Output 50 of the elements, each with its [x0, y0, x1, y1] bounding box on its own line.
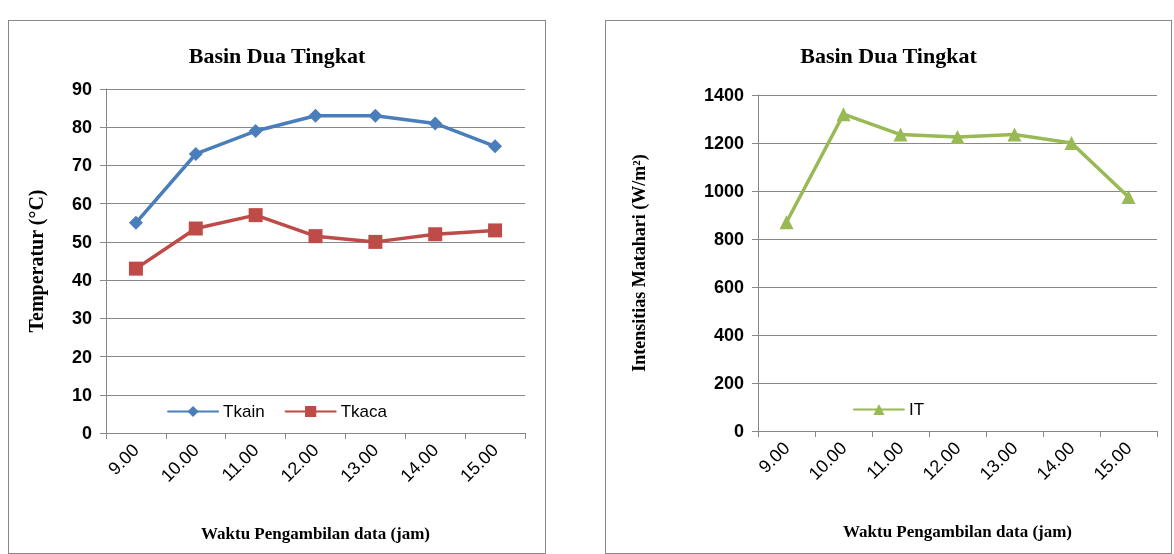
- y-tick-label: 90: [71, 79, 92, 99]
- y-tick-label: 20: [71, 346, 92, 367]
- y-axis-title: Temperatur (°C): [25, 189, 48, 333]
- x-axis-title: Waktu Pengambilan data (jam): [842, 522, 1073, 541]
- y-tick-label: 60: [71, 193, 92, 214]
- point: [248, 124, 263, 139]
- point: [836, 107, 851, 122]
- y-tick-label: 1200: [703, 133, 744, 153]
- x-tick-label: 9.00: [104, 439, 143, 479]
- point: [188, 146, 203, 161]
- point: [128, 261, 143, 276]
- y-tick-label: 40: [71, 270, 92, 291]
- y-tick-label: 30: [71, 308, 92, 329]
- y-tick-label: 200: [713, 373, 744, 393]
- y-tick-label: 70: [71, 155, 92, 176]
- point: [893, 127, 908, 142]
- y-tick-label: 80: [71, 117, 92, 138]
- point: [428, 227, 443, 242]
- y-tick-label: 800: [713, 229, 744, 249]
- point: [779, 215, 794, 230]
- point: [308, 229, 323, 244]
- point: [188, 221, 203, 236]
- x-axis-title: Waktu Pengambilan data (jam): [200, 524, 431, 543]
- y-tick-label: 10: [71, 384, 92, 405]
- y-tick-label: 50: [71, 231, 92, 252]
- y-tick-label: 400: [713, 325, 744, 345]
- point: [128, 215, 143, 230]
- legend-label: Tkaca: [340, 402, 388, 421]
- point: [248, 208, 263, 223]
- point: [488, 223, 503, 238]
- legend-label: IT: [908, 400, 925, 419]
- point: [950, 130, 965, 144]
- y-tick-label: 1400: [703, 85, 744, 105]
- y-axis-title: Intensitias Matahari (W/m²): [629, 154, 650, 372]
- x-tick-label: 9.00: [754, 437, 794, 477]
- point: [1121, 190, 1136, 204]
- y-tick-label: 0: [81, 423, 92, 443]
- point: [368, 108, 383, 123]
- y-tick-label: 1000: [703, 181, 744, 201]
- point: [308, 108, 323, 123]
- y-tick-label: 600: [713, 277, 744, 297]
- point: [1064, 136, 1079, 150]
- point: [428, 116, 443, 131]
- point: [1007, 127, 1022, 142]
- y-tick-label: 0: [733, 421, 744, 441]
- legend-label: Tkain: [223, 402, 265, 421]
- point: [368, 234, 383, 249]
- point: [488, 139, 503, 154]
- chart-title: Basin Dua Tingkat: [800, 42, 978, 68]
- chart-title: Basin Dua Tingkat: [188, 42, 366, 68]
